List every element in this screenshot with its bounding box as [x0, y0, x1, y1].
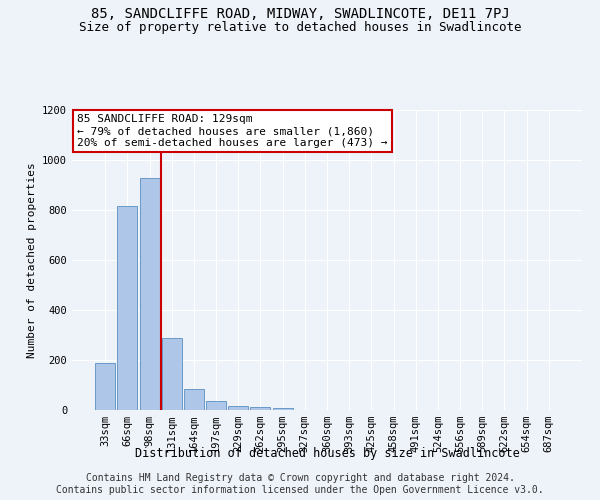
Text: 85, SANDCLIFFE ROAD, MIDWAY, SWADLINCOTE, DE11 7PJ: 85, SANDCLIFFE ROAD, MIDWAY, SWADLINCOTE… [91, 8, 509, 22]
Bar [140, 178, 160, 410]
Bar [250, 407, 271, 410]
Y-axis label: Number of detached properties: Number of detached properties [26, 162, 37, 358]
Bar [272, 408, 293, 410]
Bar [206, 401, 226, 410]
Text: Size of property relative to detached houses in Swadlincote: Size of property relative to detached ho… [79, 21, 521, 34]
Bar [228, 406, 248, 410]
Text: 85 SANDCLIFFE ROAD: 129sqm
← 79% of detached houses are smaller (1,860)
20% of s: 85 SANDCLIFFE ROAD: 129sqm ← 79% of deta… [77, 114, 388, 148]
Bar [95, 362, 115, 410]
Bar [184, 389, 204, 410]
Bar [162, 338, 182, 410]
Text: Contains HM Land Registry data © Crown copyright and database right 2024.
Contai: Contains HM Land Registry data © Crown c… [56, 474, 544, 495]
Text: Distribution of detached houses by size in Swadlincote: Distribution of detached houses by size … [134, 448, 520, 460]
Bar [118, 206, 137, 410]
